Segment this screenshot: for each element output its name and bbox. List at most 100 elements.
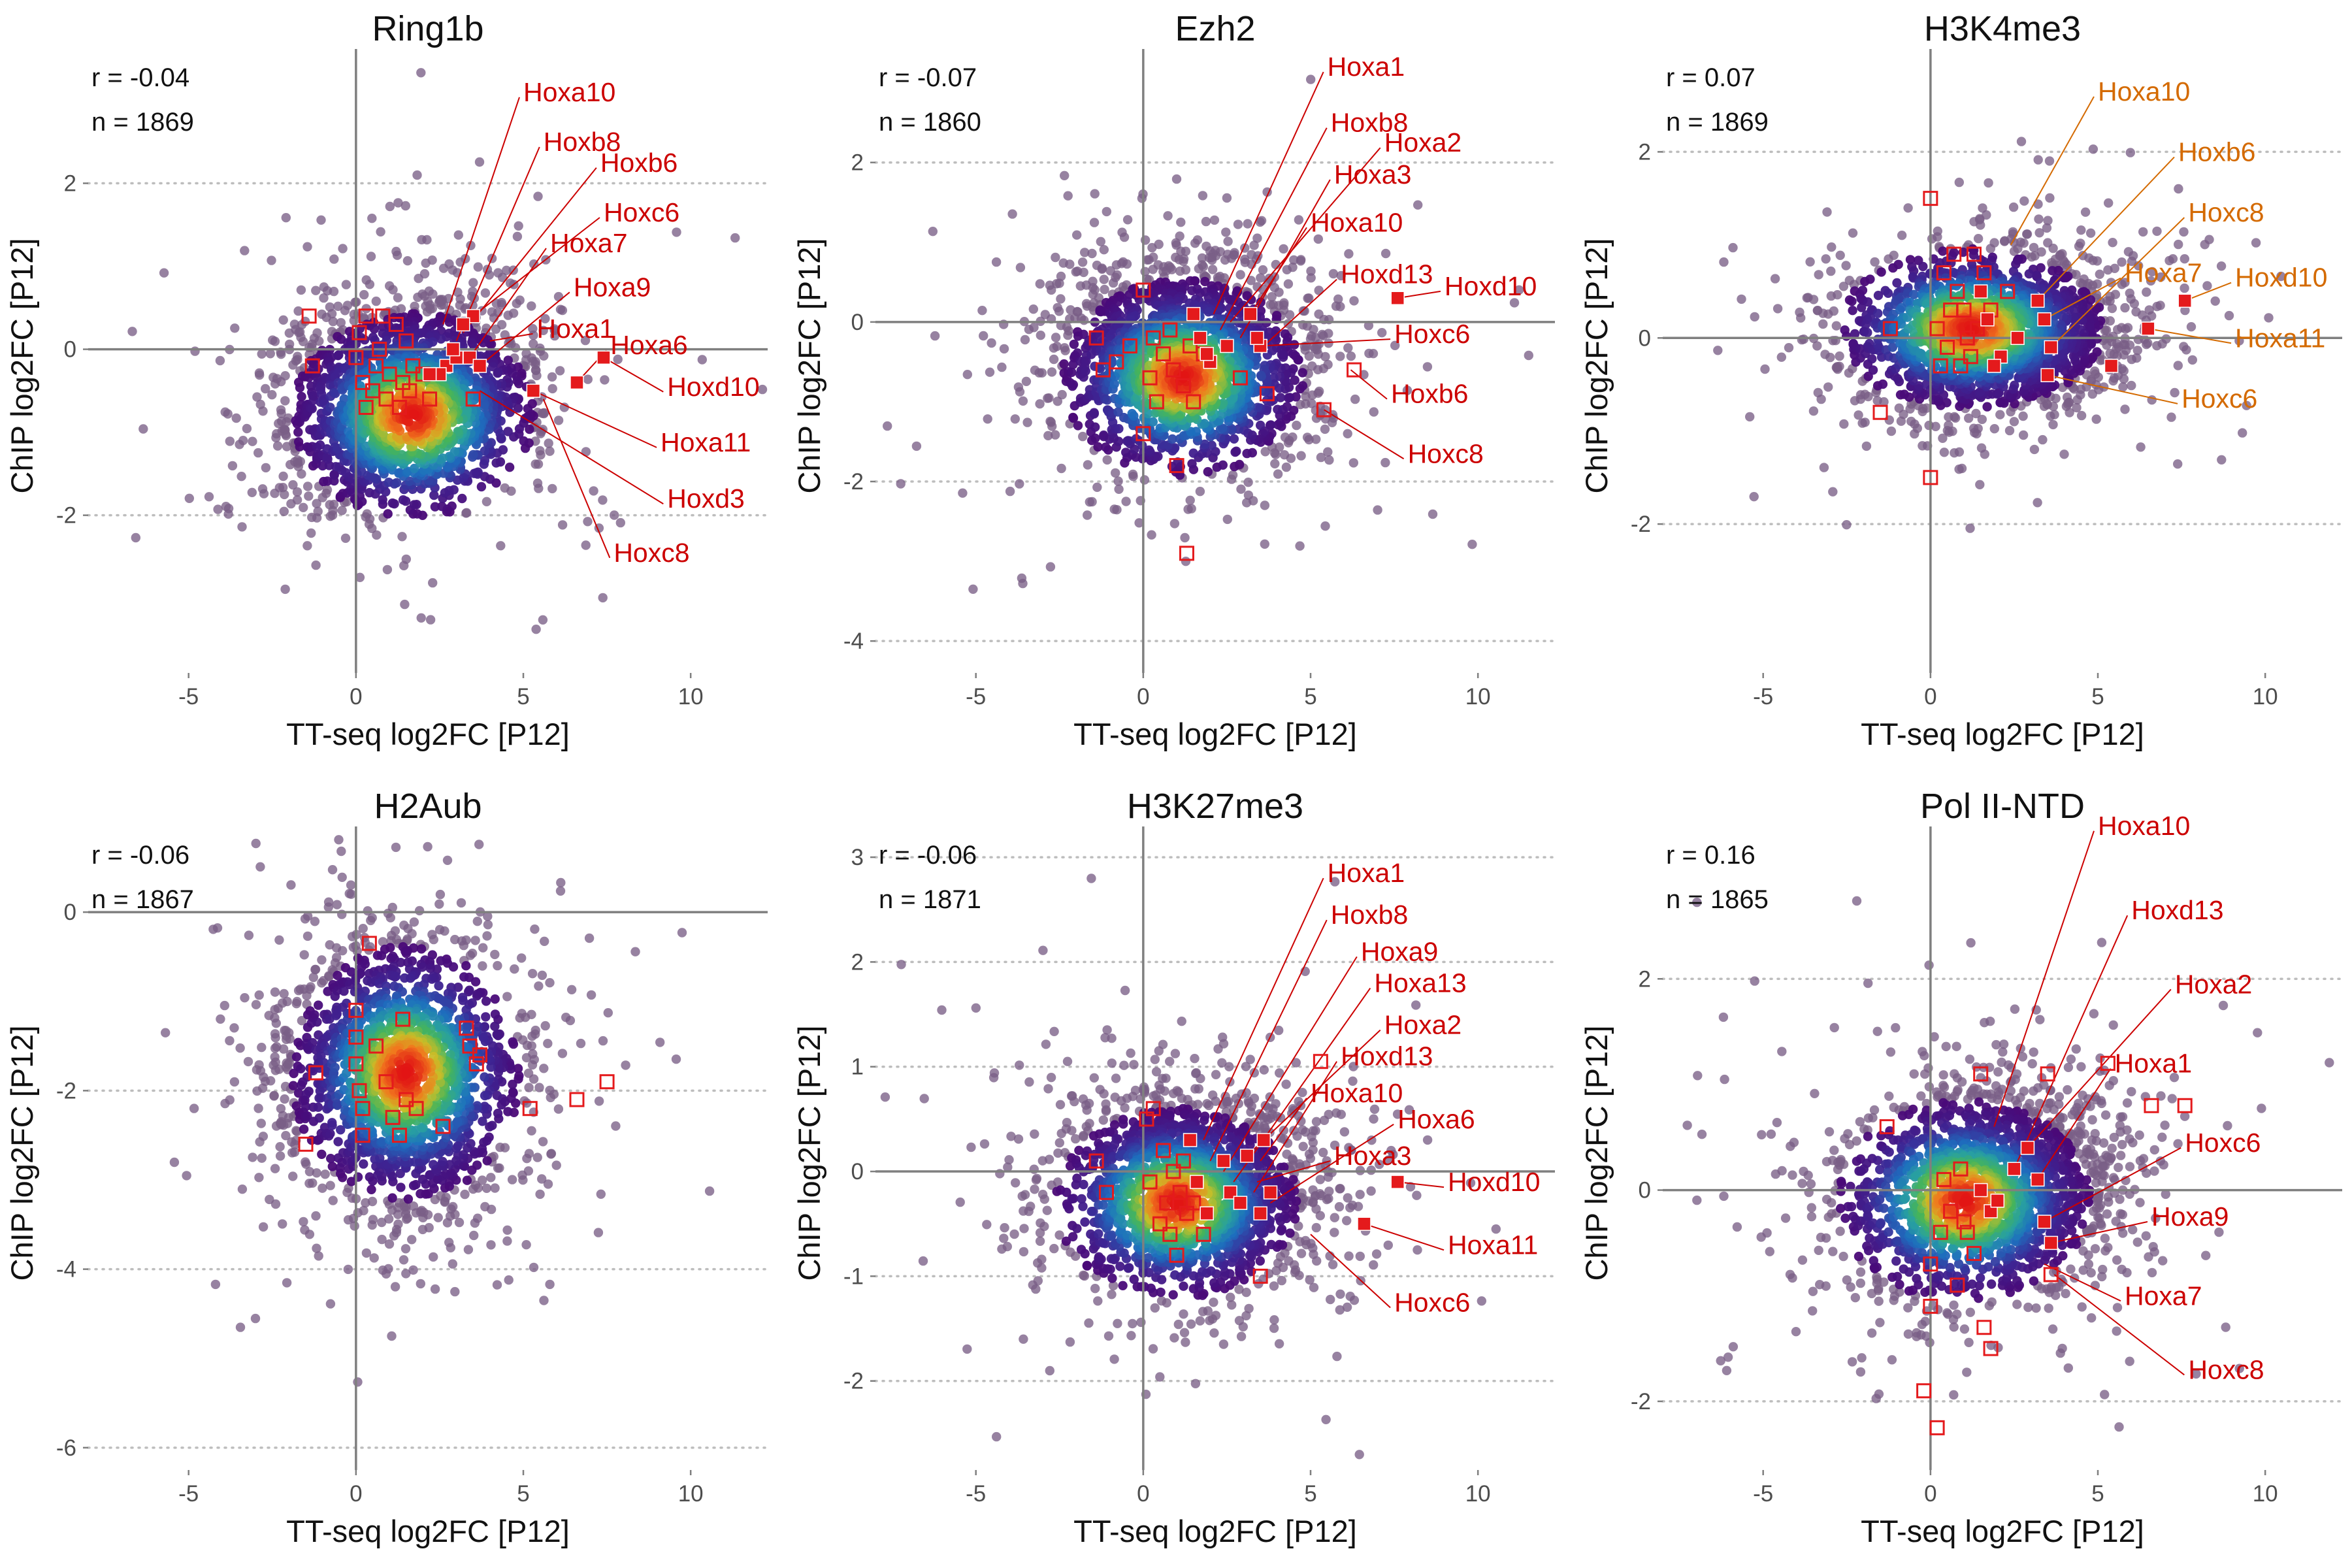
data-point xyxy=(1207,265,1218,274)
gene-label: Hoxb6 xyxy=(1391,379,1469,409)
data-point xyxy=(1320,424,1330,434)
data-point xyxy=(1139,475,1150,485)
gene-label: Hoxa3 xyxy=(1334,159,1412,189)
data-point xyxy=(1100,284,1109,295)
data-point xyxy=(553,291,564,302)
data-point xyxy=(1842,520,1852,530)
data-point xyxy=(1087,248,1097,259)
data-point xyxy=(757,384,768,395)
correlation-annotation: r = -0.07 xyxy=(879,63,977,92)
data-point xyxy=(523,404,532,414)
data-point xyxy=(1114,436,1124,446)
data-point xyxy=(1267,292,1277,302)
data-point xyxy=(281,431,291,440)
data-point xyxy=(237,522,247,532)
data-point xyxy=(1335,351,1345,361)
data-point xyxy=(1883,288,1893,298)
data-point xyxy=(1015,387,1025,397)
data-point xyxy=(555,366,565,376)
data-point xyxy=(292,495,302,505)
data-point xyxy=(1364,348,1374,359)
gene-label: Hoxc6 xyxy=(604,197,679,227)
hox-filled-marker xyxy=(526,384,541,398)
data-point xyxy=(366,252,376,261)
hox-filled-marker xyxy=(1193,331,1207,346)
data-point xyxy=(529,330,538,340)
data-point xyxy=(276,408,286,419)
data-point xyxy=(462,508,472,517)
data-point xyxy=(2076,225,2086,235)
data-point xyxy=(1220,255,1230,265)
data-point xyxy=(131,532,140,543)
gene-label: Hoxa10 xyxy=(1311,207,1403,237)
data-point xyxy=(1283,279,1294,289)
data-point xyxy=(416,613,426,623)
data-point xyxy=(312,498,321,508)
data-point xyxy=(545,446,555,456)
data-point xyxy=(2108,238,2117,248)
data-point xyxy=(280,584,290,595)
data-point xyxy=(414,274,423,284)
data-point xyxy=(1010,414,1021,424)
data-point xyxy=(302,482,313,491)
data-point xyxy=(1377,328,1387,338)
data-point xyxy=(2202,281,2212,291)
data-point xyxy=(337,506,347,515)
data-point xyxy=(247,487,257,497)
data-point xyxy=(1343,429,1352,438)
data-point xyxy=(1813,387,1823,398)
data-point xyxy=(610,510,619,520)
data-point xyxy=(1878,379,1888,389)
data-point xyxy=(1049,354,1059,365)
data-point xyxy=(1954,177,1964,188)
data-point xyxy=(412,170,422,180)
data-point xyxy=(270,336,280,346)
data-point xyxy=(520,443,531,453)
data-point xyxy=(1894,403,1904,413)
data-point xyxy=(1235,270,1245,280)
data-point xyxy=(276,350,286,359)
data-point xyxy=(421,258,431,268)
x-tick-label: 10 xyxy=(1465,684,1491,710)
data-point xyxy=(1863,297,1873,307)
data-point xyxy=(1973,234,1984,244)
data-point xyxy=(1047,285,1056,295)
data-point xyxy=(2104,198,2114,208)
data-point xyxy=(139,424,148,434)
data-point xyxy=(1818,319,1828,329)
data-point xyxy=(1348,458,1358,468)
data-point xyxy=(1842,331,1852,341)
data-point xyxy=(1099,245,1109,255)
data-point xyxy=(376,227,385,237)
data-point xyxy=(1950,412,1959,422)
data-point xyxy=(1067,367,1077,378)
data-point xyxy=(1314,309,1324,319)
data-point xyxy=(1092,482,1102,492)
data-point xyxy=(223,409,233,419)
data-point xyxy=(1831,321,1841,331)
data-point xyxy=(1328,269,1339,279)
data-point xyxy=(284,413,293,423)
data-point xyxy=(532,370,542,381)
data-point xyxy=(896,479,906,489)
data-point xyxy=(482,497,492,506)
data-point xyxy=(598,495,608,505)
data-point xyxy=(1051,430,1060,440)
data-point xyxy=(500,483,510,493)
data-point xyxy=(311,560,321,570)
data-point xyxy=(293,427,303,437)
data-point xyxy=(1273,404,1282,414)
data-point xyxy=(2044,156,2055,166)
data-point xyxy=(413,292,423,302)
data-point xyxy=(1306,273,1316,283)
data-point xyxy=(1279,450,1290,460)
data-point xyxy=(2004,425,2015,436)
data-point xyxy=(1876,267,1886,277)
data-point xyxy=(2133,335,2144,344)
data-point xyxy=(1957,463,1967,474)
data-point xyxy=(1847,297,1857,306)
data-point xyxy=(1270,459,1280,468)
data-point xyxy=(372,530,382,540)
gene-label: Hoxc8 xyxy=(613,538,689,568)
